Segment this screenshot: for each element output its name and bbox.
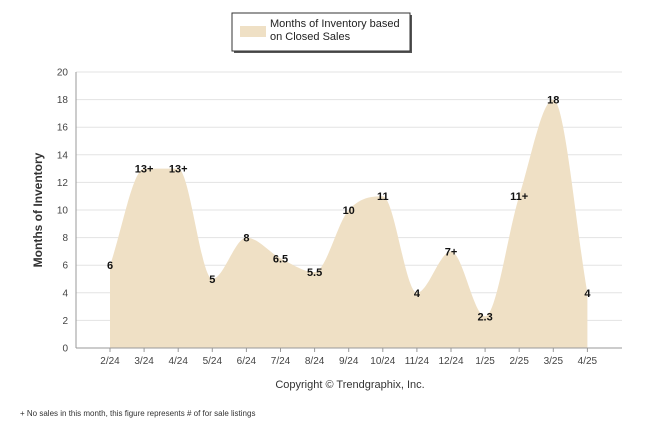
x-tick-label-7/24: 7/24 <box>271 356 291 367</box>
y-tick-label-16: 16 <box>57 123 69 134</box>
y-tick-label-2: 2 <box>62 316 68 327</box>
y-tick-label-8: 8 <box>62 233 68 244</box>
x-tick-label-11/24: 11/24 <box>405 356 430 367</box>
x-tick-label-8/24: 8/24 <box>305 356 325 367</box>
x-tick-label-3/24: 3/24 <box>134 356 154 367</box>
x-tick-labels: 2/24 3/24 4/24 5/24 6/24 7/24 8/24 9/24 10/24 11/… <box>100 348 597 367</box>
x-tick-label-4/25: 4/25 <box>578 356 598 367</box>
legend-label-line1: Months of Inventory based <box>270 18 400 30</box>
legend-swatch <box>240 26 266 37</box>
y-tick-label-12: 12 <box>57 178 69 189</box>
x-tick-label-10/24: 10/24 <box>370 356 395 367</box>
data-label-3/24: 13+ <box>135 164 154 176</box>
data-label-2/25: 11+ <box>510 191 528 203</box>
y-tick-label-10: 10 <box>57 206 69 217</box>
data-label-5/24: 5 <box>209 274 215 286</box>
x-tick-label-2/24: 2/24 <box>100 356 120 367</box>
x-tick-label-9/24: 9/24 <box>339 356 359 367</box>
y-tick-label-14: 14 <box>57 150 69 161</box>
x-tick-label-5/24: 5/24 <box>203 356 223 367</box>
data-label-4/25: 4 <box>584 288 591 300</box>
data-label-6/24: 8 <box>243 233 249 245</box>
legend-label-line2: on Closed Sales <box>270 31 351 43</box>
data-label-11/24: 4 <box>414 288 421 300</box>
chart: Months of Inventory based on Closed Sale… <box>0 0 646 434</box>
y-tick-label-20: 20 <box>57 68 69 79</box>
data-label-1/25: 2.3 <box>477 311 492 323</box>
data-label-2/24: 6 <box>107 260 113 272</box>
data-label-7/24: 6.5 <box>273 253 288 265</box>
y-tick-label-4: 4 <box>62 288 68 299</box>
data-label-10/24: 11 <box>377 191 389 203</box>
y-tick-label-0: 0 <box>62 344 68 355</box>
data-label-12/24: 7+ <box>445 246 458 258</box>
x-tick-label-2/25: 2/25 <box>509 356 529 367</box>
copyright-text: Copyright © Trendgraphix, Inc. <box>275 379 424 391</box>
series-area <box>110 100 587 348</box>
x-tick-label-4/24: 4/24 <box>168 356 188 367</box>
data-label-3/25: 18 <box>547 95 559 107</box>
x-tick-label-1/25: 1/25 <box>475 356 495 367</box>
x-tick-label-6/24: 6/24 <box>237 356 257 367</box>
data-label-9/24: 10 <box>343 205 355 217</box>
y-tick-label-6: 6 <box>62 261 68 272</box>
x-tick-label-3/25: 3/25 <box>544 356 564 367</box>
y-tick-labels: 0 2 4 6 8 10 12 14 16 18 20 <box>57 68 69 355</box>
y-axis-title: Months of Inventory <box>31 152 45 267</box>
legend: Months of Inventory based on Closed Sale… <box>232 13 412 53</box>
y-tick-label-18: 18 <box>57 95 69 106</box>
area-layer <box>110 100 587 348</box>
footnote-text: + No sales in this month, this figure re… <box>20 409 255 418</box>
x-tick-label-12/24: 12/24 <box>438 356 463 367</box>
data-label-8/24: 5.5 <box>307 267 322 279</box>
data-label-4/24: 13+ <box>169 164 188 176</box>
